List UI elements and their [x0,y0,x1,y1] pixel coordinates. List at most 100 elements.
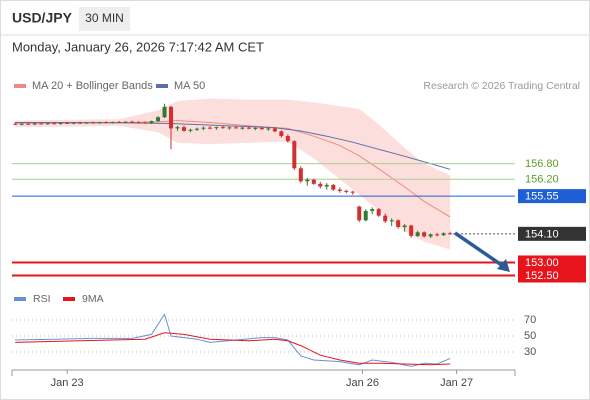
candle-body [272,128,277,132]
candle-body [91,122,96,124]
legend-label: RSI [33,293,51,305]
candle-body [259,127,264,130]
candle-body [130,121,135,123]
candle-body [214,127,219,129]
candle-body [331,184,336,190]
interval: 30 MIN [85,11,124,25]
candle-body [292,141,297,169]
legend-swatch [63,297,75,301]
candle-body [318,183,323,187]
level-label: 156.80 [525,158,559,170]
bollinger-band [15,98,451,250]
source: Research © 2026 Trading Central [423,80,580,92]
candle-body [357,206,362,221]
level-label: 156.20 [525,174,559,186]
level-label: 155.55 [525,191,559,203]
legend-label: 9MA [82,293,104,305]
candle-body [376,209,381,216]
level-label: 153.00 [525,257,559,269]
timestamp: Monday, January 26, 2026 7:17:42 AM CET [12,39,264,54]
candle-body [266,128,271,130]
candle-body [402,225,407,228]
level-label-box [518,255,586,270]
candle-body [383,215,388,222]
plot: MA 20 + Bollinger Bands MA 50 156.80 156.20… [11,80,586,389]
candle-body [78,122,83,124]
candle-body [279,131,284,136]
candle-body [363,210,368,221]
candle-body [39,123,44,125]
level-label: 154.10 [525,228,559,240]
candle-body [422,232,427,237]
candle-body [370,209,375,211]
legend-swatch [156,84,168,88]
candle-body [65,122,70,124]
candle-body [136,122,141,124]
candle-body [305,179,310,182]
projection-arrow [454,231,504,268]
candle-body [344,190,349,192]
candle-body [97,122,102,124]
candle-body [84,122,89,124]
candle-body [26,123,31,125]
y-tick-label: 50 [524,330,536,342]
candle-body [32,123,37,125]
candle-body [45,123,50,125]
candle-body [207,127,212,129]
candle-body [396,220,401,228]
y-tick-label: 30 [524,346,536,358]
candle-body [19,123,24,125]
candle-body [285,135,290,142]
candle-body [240,127,245,129]
candle-body [162,106,167,118]
candle-body [181,127,186,131]
candle-body [409,225,414,236]
legend-label: MA 20 + Bollinger Bands [32,80,153,92]
legend-label: MA 50 [174,80,205,92]
level-label-box [518,189,586,204]
level-label-box [518,226,586,241]
candle-body [389,220,394,222]
candle-body [52,123,57,125]
interval-badge [79,7,130,31]
x-tick-label: Jan 27 [440,377,473,389]
symbol: USD/JPY [12,10,73,26]
level-label: 152.50 [525,270,559,282]
candle-body [169,106,174,129]
candle-body [233,127,238,129]
candle-body [156,117,161,122]
candle-body [324,184,329,187]
candle-body [110,121,115,123]
candle-body [415,232,420,236]
candle-body [435,234,440,236]
candle-body [13,123,18,125]
candle-body [123,121,128,123]
candle-body [298,168,303,182]
arrow-head [497,259,510,272]
candle-body [337,189,342,191]
candle-body [441,233,446,236]
x-tick-label: Jan 26 [346,377,379,389]
candle-body [194,128,199,130]
candle-body [220,127,225,129]
y-tick-label: 70 [524,314,536,326]
candle-body [117,121,122,123]
candle-body [149,121,154,123]
candle-body [201,127,206,129]
candle-body [428,234,433,237]
candle-body [448,233,453,235]
indicator-line [15,332,451,366]
candle-body [246,127,251,129]
candle-body [71,122,76,124]
candle-body [253,127,258,129]
candle-body [143,122,148,124]
candle-body [350,191,355,193]
candle-body [58,122,63,124]
legend-swatch [14,84,26,88]
candle-body [188,129,193,131]
x-tick-label: Jan 23 [51,377,84,389]
candle-body [104,122,109,124]
level-label-box [518,268,586,283]
